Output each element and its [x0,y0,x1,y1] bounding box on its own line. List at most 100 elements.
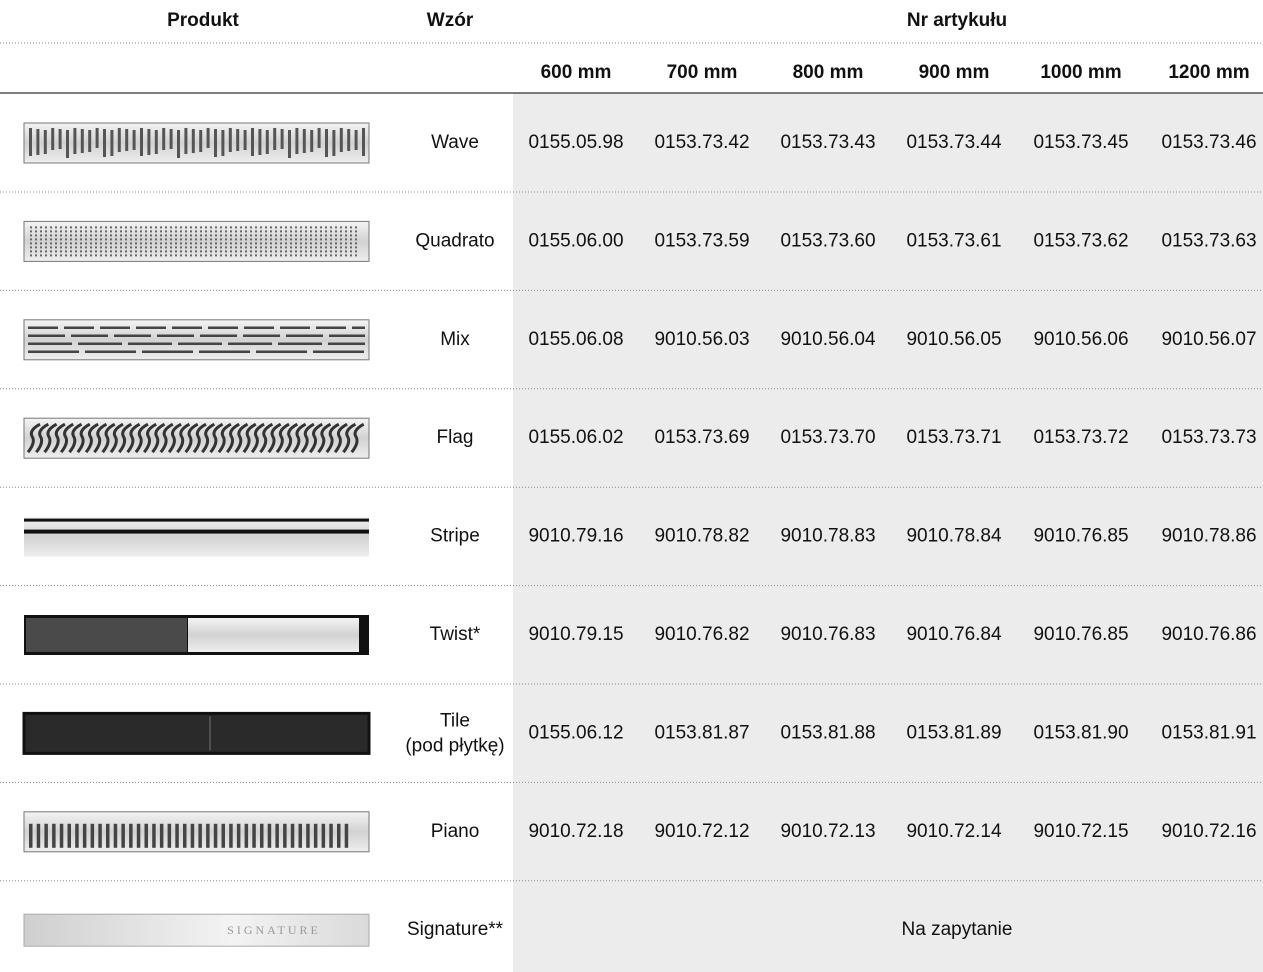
dot [155,234,157,237]
dot [305,226,307,229]
dot [110,250,112,253]
dot [355,242,357,245]
dot [30,246,32,249]
dot [255,250,257,253]
slot [258,129,262,155]
dot [340,234,342,237]
wave [250,422,265,454]
dot [125,242,127,245]
dot [305,230,307,233]
dot [250,226,252,229]
dot [350,238,352,241]
dot [100,226,102,229]
dot [340,238,342,241]
dot [155,238,157,241]
wave [35,422,50,454]
dot [330,242,332,245]
slot [251,128,254,156]
dot [310,242,312,245]
dot [215,242,217,245]
dot [120,226,122,229]
slot [36,129,40,155]
dot [45,250,47,253]
dot [230,230,232,233]
dot [60,230,62,233]
dot [45,242,47,245]
dot [130,234,132,237]
dot [205,254,207,257]
dot [240,246,242,249]
dot [80,238,82,241]
slot [236,129,240,151]
dot [185,230,187,233]
dot [150,246,152,249]
dot [190,254,192,257]
dot [100,246,102,249]
dot [305,242,307,245]
dot [310,226,312,229]
article-number: 0153.81.89 [906,722,1001,743]
article-number: 0153.73.42 [654,132,749,153]
dot [260,250,262,253]
article-number: 9010.56.03 [654,329,749,350]
dot [330,254,332,257]
slot [43,130,47,154]
dot [140,238,142,241]
dot [185,238,187,241]
dot [150,250,152,253]
product-header: Produkt [167,10,239,31]
pattern-name: Signature** [407,919,504,940]
dot [240,234,242,237]
dot [300,238,302,241]
dot [190,230,192,233]
dot [335,250,337,253]
dot [55,242,57,245]
article-number: 9010.72.12 [654,821,749,842]
dot [325,246,327,249]
dot [280,246,282,249]
slot [66,130,69,158]
dot [235,238,237,241]
dot [335,254,337,257]
slot [306,823,310,848]
article-number: 0153.73.46 [1161,132,1256,153]
dot [230,226,232,229]
article-number: 0153.73.44 [906,132,1002,153]
dot [95,230,97,233]
article-number: 9010.76.85 [1033,526,1128,547]
wave [242,422,257,454]
article-number: 0155.06.00 [528,230,623,251]
dot [315,230,317,233]
dot [155,254,157,257]
dot [185,250,187,253]
dot [55,226,57,229]
dot [290,242,292,245]
dot [120,242,122,245]
frame [22,711,371,755]
dot [105,254,107,257]
pattern-name: Twist* [430,624,481,645]
wave [176,422,191,454]
dot [265,234,267,237]
dot [250,254,252,257]
dot [220,230,222,233]
dot [105,230,107,233]
wave [333,422,348,454]
dot [340,242,342,245]
dot [250,246,252,249]
wave [350,422,365,454]
dot [350,242,352,245]
dot [90,226,92,229]
dot [235,234,237,237]
dot [325,242,327,245]
dot [345,226,347,229]
dot [245,254,247,257]
article-number: 9010.78.83 [780,526,875,547]
dot [130,250,132,253]
dot [190,238,192,241]
dot [110,246,112,249]
dot [325,250,327,253]
dot [175,230,177,233]
dot [160,238,162,241]
